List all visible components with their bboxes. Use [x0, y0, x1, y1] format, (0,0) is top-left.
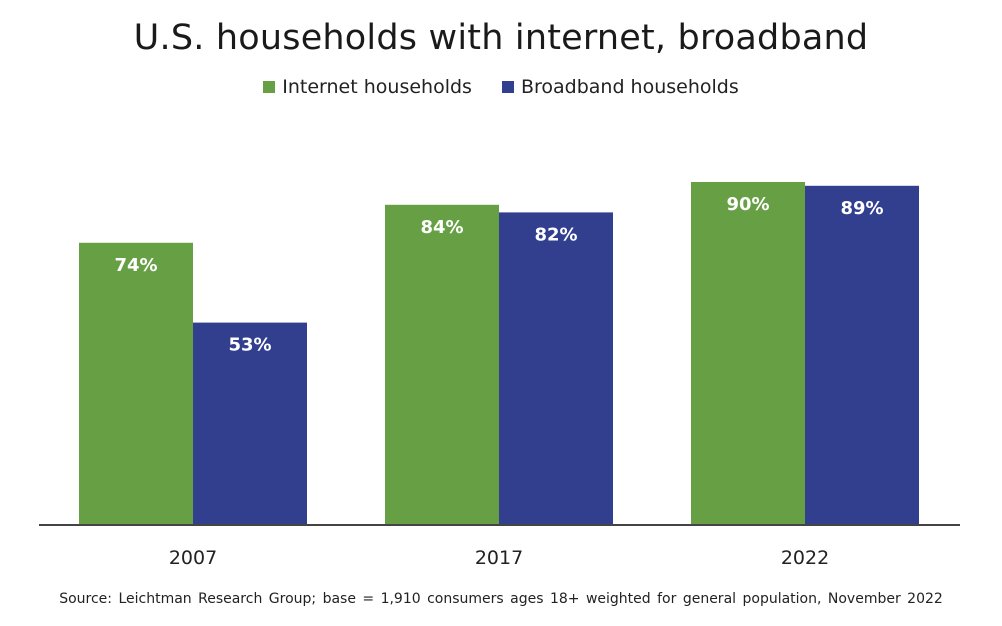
data-label-2007-broadband: 53% — [228, 335, 271, 356]
bar-2017-internet — [385, 204, 499, 525]
legend-swatch-broadband — [501, 81, 514, 93]
legend-swatch-internet — [263, 81, 276, 93]
data-label-2022-broadband: 89% — [840, 198, 883, 219]
bar-2007-internet — [79, 242, 193, 525]
data-label-2017-internet: 84% — [420, 217, 463, 238]
legend-label-broadband: Broadband households — [520, 76, 739, 98]
x-tick-label-2007: 2007 — [169, 547, 217, 569]
source-note: Source: Leichtman Research Group; base =… — [59, 591, 943, 607]
x-tick-label-2022: 2022 — [781, 547, 829, 569]
bar-2022-internet — [691, 182, 805, 524]
data-label-2007-internet: 74% — [114, 255, 157, 276]
chart-title: U.S. households with internet, broadband — [133, 18, 869, 58]
data-label-2017-broadband: 82% — [534, 224, 577, 245]
legend-label-internet: Internet households — [282, 76, 472, 98]
data-label-2022-internet: 90% — [726, 194, 769, 215]
legend-item-internet: Internet households — [263, 76, 472, 98]
legend-item-broadband: Broadband households — [501, 76, 739, 98]
x-tick-label-2017: 2017 — [475, 547, 523, 569]
legend: Internet households Broadband households — [0, 76, 1002, 98]
bar-2007-broadband — [193, 322, 307, 524]
bar-2022-broadband — [805, 185, 919, 525]
bar-2017-broadband — [499, 212, 613, 524]
